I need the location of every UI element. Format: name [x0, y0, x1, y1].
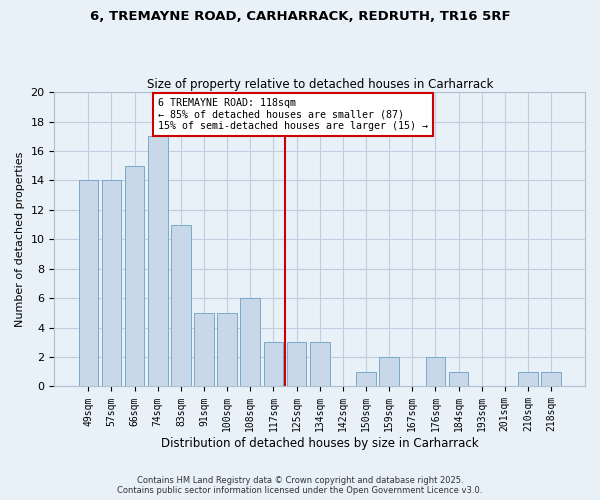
Bar [101, 180, 121, 386]
Bar [194, 313, 214, 386]
Bar [241, 298, 260, 386]
Bar [449, 372, 469, 386]
Y-axis label: Number of detached properties: Number of detached properties [15, 152, 25, 327]
Bar [287, 342, 307, 386]
Text: Contains HM Land Registry data © Crown copyright and database right 2025.
Contai: Contains HM Land Registry data © Crown c… [118, 476, 482, 495]
Bar [125, 166, 145, 386]
Text: 6, TREMAYNE ROAD, CARHARRACK, REDRUTH, TR16 5RF: 6, TREMAYNE ROAD, CARHARRACK, REDRUTH, T… [89, 10, 511, 23]
Title: Size of property relative to detached houses in Carharrack: Size of property relative to detached ho… [146, 78, 493, 91]
Text: 6 TREMAYNE ROAD: 118sqm
← 85% of detached houses are smaller (87)
15% of semi-de: 6 TREMAYNE ROAD: 118sqm ← 85% of detache… [158, 98, 428, 132]
Bar [148, 136, 167, 386]
Bar [356, 372, 376, 386]
Bar [379, 357, 399, 386]
Bar [541, 372, 561, 386]
Bar [263, 342, 283, 386]
Bar [425, 357, 445, 386]
Bar [171, 224, 191, 386]
Bar [518, 372, 538, 386]
X-axis label: Distribution of detached houses by size in Carharrack: Distribution of detached houses by size … [161, 437, 479, 450]
Bar [79, 180, 98, 386]
Bar [310, 342, 329, 386]
Bar [217, 313, 237, 386]
